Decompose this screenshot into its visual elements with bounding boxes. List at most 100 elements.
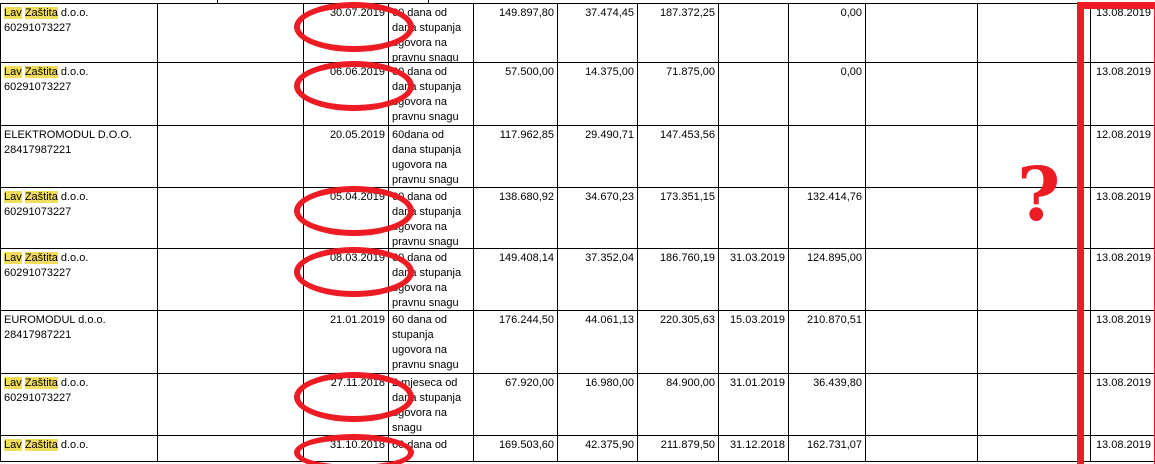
search-highlight: Zaštita [24, 252, 58, 264]
cell-blank2 [866, 63, 978, 125]
cell-due-date: 31.03.2019 [719, 249, 789, 310]
cell-blank3 [978, 249, 1091, 310]
cell-due-date [719, 126, 789, 187]
cell-terms: 60 dana od dana stupanja ugovora na prav… [389, 4, 474, 62]
cell-blank2 [866, 436, 978, 461]
cell-company: ELEKTROMODUL D.O.O. 28417987221 [1, 126, 158, 187]
table-row: Lav Zaštita d.o.o. 60291073227 06.06.2019 6… [1, 63, 1155, 126]
cropped-row-border-tick [217, 0, 218, 4]
cell-amount-paid: 0,00 [789, 63, 866, 125]
cell-blank1 [158, 4, 304, 62]
cropped-row-border-tick [428, 0, 429, 4]
cell-amount-net: 149.897,80 [474, 4, 558, 62]
search-highlight: Zaštita [24, 439, 58, 451]
cell-blank1 [158, 188, 304, 248]
cell-blank1 [158, 63, 304, 125]
cell-amount-net: 176.244,50 [474, 311, 558, 373]
cell-contract-date: 08.03.2019 [304, 249, 389, 310]
cell-amount-total: 187.372,25 [638, 4, 719, 62]
cell-blank1 [158, 374, 304, 435]
cell-blank2 [866, 188, 978, 248]
cell-blank3 [978, 4, 1091, 62]
cell-amount-paid: 36.439,80 [789, 374, 866, 435]
cell-terms: 60 dana od stupanja ugovora na pravnu sn… [389, 311, 474, 373]
cell-contract-date: 20.05.2019 [304, 126, 389, 187]
cell-company: Lav Zaštita d.o.o. 60291073227 [1, 188, 158, 248]
cell-amount-net: 169.503,60 [474, 436, 558, 461]
cell-company: Lav Zaštita d.o.o. [1, 436, 158, 461]
search-highlight: Lav [4, 7, 22, 19]
cell-amount-paid [789, 126, 866, 187]
cell-blank2 [866, 311, 978, 373]
cell-amount-vat: 14.375,00 [558, 63, 638, 125]
cell-amount-total: 211.879,50 [638, 436, 719, 461]
cell-amount-total: 84.900,00 [638, 374, 719, 435]
cell-terms: 60 dana od dana stupanja ugovora na prav… [389, 63, 474, 125]
cell-amount-paid: 162.731,07 [789, 436, 866, 461]
cell-amount-paid: 124.895,00 [789, 249, 866, 310]
cell-blank2 [866, 4, 978, 62]
cell-due-date [719, 188, 789, 248]
cell-blank1 [158, 311, 304, 373]
cell-report-date: 13.08.2019 [1091, 436, 1155, 461]
cell-contract-date: 31.10.2018 [304, 436, 389, 461]
cell-due-date: 31.12.2018 [719, 436, 789, 461]
cell-report-date: 13.08.2019 [1091, 249, 1155, 310]
cell-contract-date: 27.11.2018 [304, 374, 389, 435]
search-highlight: Lav [4, 66, 22, 78]
cell-blank3 [978, 63, 1091, 125]
cell-contract-date: 06.06.2019 [304, 63, 389, 125]
search-highlight: Zaštita [24, 66, 58, 78]
search-highlight: Lav [4, 252, 22, 264]
cell-company: Lav Zaštita d.o.o. 60291073227 [1, 374, 158, 435]
cell-terms: 2 mjeseca od dana stupanja ugovora na sn… [389, 374, 474, 435]
table-row: Lav Zaštita d.o.o. 60291073227 08.03.2019 6… [1, 249, 1155, 311]
cell-report-date: 13.08.2019 [1091, 63, 1155, 125]
cell-amount-total: 173.351,15 [638, 188, 719, 248]
cell-blank3 [978, 374, 1091, 435]
table-row: Lav Zaštita d.o.o. 31.10.2018 60 dana od 16… [1, 436, 1155, 462]
cell-amount-vat: 16.980,00 [558, 374, 638, 435]
cell-contract-date: 30.07.2019 [304, 4, 389, 62]
cell-due-date [719, 63, 789, 125]
cell-blank1 [158, 126, 304, 187]
table-row: ELEKTROMODUL D.O.O. 28417987221 20.05.2019… [1, 126, 1155, 188]
cell-amount-net: 117.962,85 [474, 126, 558, 187]
cell-amount-net: 67.920,00 [474, 374, 558, 435]
cell-amount-net: 57.500,00 [474, 63, 558, 125]
cell-blank3 [978, 126, 1091, 187]
cell-blank2 [866, 249, 978, 310]
cell-blank3 [978, 311, 1091, 373]
cell-amount-total: 220.305,63 [638, 311, 719, 373]
search-highlight: Lav [4, 191, 22, 203]
cell-blank2 [866, 374, 978, 435]
cell-amount-vat: 42.375,90 [558, 436, 638, 461]
cell-amount-vat: 37.352,04 [558, 249, 638, 310]
cell-blank1 [158, 436, 304, 461]
contracts-table: Lav Zaštita d.o.o. 60291073227 30.07.2019 6… [0, 3, 1155, 462]
cell-amount-paid: 210.870,51 [789, 311, 866, 373]
table-row: Lav Zaštita d.o.o. 60291073227 30.07.2019 6… [1, 4, 1155, 63]
cell-amount-vat: 34.670,23 [558, 188, 638, 248]
cell-amount-total: 71.875,00 [638, 63, 719, 125]
search-highlight: Zaštita [24, 191, 58, 203]
cell-company: Lav Zaštita d.o.o. 60291073227 [1, 249, 158, 310]
table-row: Lav Zaštita d.o.o. 60291073227 27.11.2018 2… [1, 374, 1155, 436]
cell-company: Lav Zaštita d.o.o. 60291073227 [1, 63, 158, 125]
cell-terms: 60 dana od dana stupanja ugovora na prav… [389, 188, 474, 248]
search-highlight: Lav [4, 377, 22, 389]
cell-amount-vat: 37.474,45 [558, 4, 638, 62]
cell-due-date: 31.01.2019 [719, 374, 789, 435]
cell-report-date: 13.08.2019 [1091, 311, 1155, 373]
cell-company: Lav Zaštita d.o.o. 60291073227 [1, 4, 158, 62]
cell-report-date: 13.08.2019 [1091, 4, 1155, 62]
cell-blank1 [158, 249, 304, 310]
cell-blank2 [866, 126, 978, 187]
cell-amount-paid: 132.414,76 [789, 188, 866, 248]
cell-amount-net: 138.680,92 [474, 188, 558, 248]
search-highlight: Zaštita [24, 7, 58, 19]
cell-company: EUROMODUL d.o.o. 28417987221 [1, 311, 158, 373]
cell-terms: 60 dana od dana stupanja ugovora na prav… [389, 249, 474, 310]
cell-amount-total: 186.760,19 [638, 249, 719, 310]
